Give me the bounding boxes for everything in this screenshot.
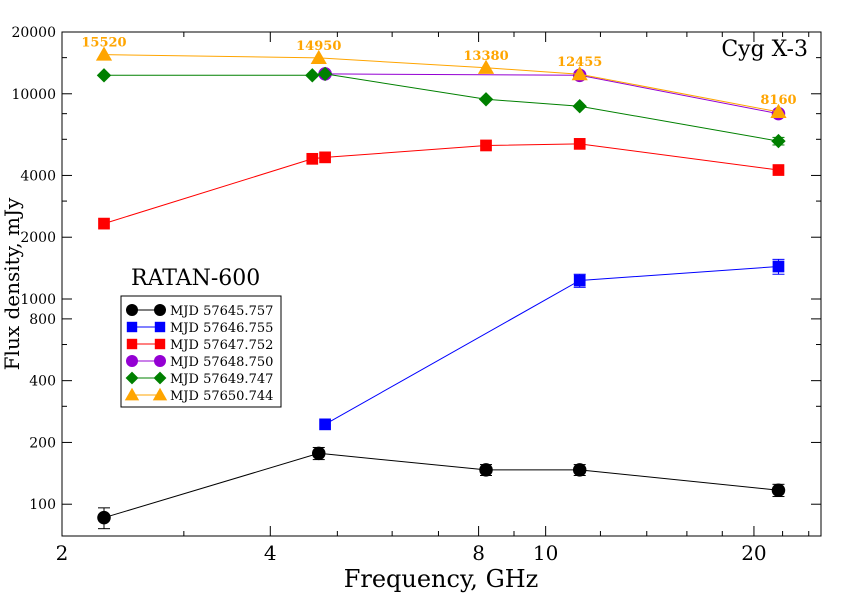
legend-marker bbox=[124, 387, 140, 401]
data-point bbox=[771, 133, 786, 149]
x-tick-label: 2 bbox=[56, 541, 69, 565]
plot-frame bbox=[61, 31, 822, 537]
legend-marker bbox=[154, 304, 166, 316]
y-tick-label: 20000 bbox=[11, 25, 56, 41]
data-point bbox=[770, 103, 787, 118]
legend-marker bbox=[126, 355, 138, 367]
data-point bbox=[95, 46, 113, 61]
series-MJD-57646-755 bbox=[319, 258, 785, 431]
y-tick-label: 10000 bbox=[11, 87, 56, 103]
annotation-layer: 15520 14950 13380 12455 8160 bbox=[81, 36, 796, 108]
telescope-label: RATAN-600 bbox=[131, 266, 260, 291]
value-annotation: 12455 bbox=[557, 55, 602, 70]
data-point bbox=[306, 152, 319, 165]
legend-entry: MJD 57648.750 bbox=[126, 355, 273, 370]
series-MJD-57647-752 bbox=[98, 138, 785, 230]
legend-marker bbox=[153, 371, 167, 385]
axes-ticks: 2 4 8 10 20 100 200 400 800 1000 2000 4000 10000 2000… bbox=[11, 25, 821, 565]
y-tick-label: 400 bbox=[29, 374, 56, 390]
legend-entry: MJD 57646.755 bbox=[126, 321, 273, 336]
y-tick-label: 1000 bbox=[20, 292, 56, 308]
x-tick-label: 10 bbox=[533, 541, 558, 565]
series-line bbox=[103, 143, 779, 225]
legend-marker bbox=[125, 371, 139, 385]
data-point bbox=[319, 418, 331, 431]
y-tick-label: 800 bbox=[29, 312, 56, 328]
legend-entry: MJD 57650.744 bbox=[124, 387, 273, 404]
x-tick-label: 4 bbox=[264, 541, 277, 565]
y-tick-label: 2000 bbox=[20, 230, 56, 246]
legend: MJD 57645.757 MJD 57646.755 MJD 57647.752 M… bbox=[120, 295, 282, 408]
value-annotation: 13380 bbox=[463, 49, 508, 64]
data-point bbox=[772, 260, 785, 273]
x-tick-label: 8 bbox=[472, 541, 485, 565]
legend-label: MJD 57650.744 bbox=[170, 389, 273, 404]
data-point bbox=[305, 68, 320, 83]
data-point bbox=[572, 463, 587, 477]
y-tick-label: 4000 bbox=[20, 168, 56, 184]
legend-label: MJD 57649.747 bbox=[170, 372, 273, 387]
data-point bbox=[478, 92, 494, 107]
legend-marker bbox=[126, 304, 138, 316]
data-point bbox=[98, 217, 110, 230]
y-axis-title: Flux density, mJy bbox=[0, 197, 24, 370]
x-tick-label: 20 bbox=[741, 541, 766, 565]
legend-entry: MJD 57645.757 bbox=[126, 304, 273, 319]
y-tick-label: 200 bbox=[29, 435, 56, 451]
value-annotation: 14950 bbox=[296, 39, 341, 54]
legend-label: MJD 57646.755 bbox=[170, 321, 273, 336]
data-point bbox=[312, 446, 326, 461]
legend-box bbox=[120, 295, 282, 408]
legend-marker bbox=[126, 321, 138, 333]
data-point bbox=[310, 49, 327, 65]
series-line bbox=[104, 73, 779, 142]
series-MJD-57649-747 bbox=[96, 66, 786, 149]
data-point bbox=[572, 98, 587, 114]
data-point bbox=[317, 66, 333, 82]
data-point bbox=[573, 138, 586, 150]
source-label: Cyg X-3 bbox=[721, 37, 808, 62]
legend-marker bbox=[154, 321, 166, 333]
series-MJD-57645-757 bbox=[97, 446, 786, 530]
data-point bbox=[97, 510, 111, 525]
value-annotation: 8160 bbox=[760, 93, 796, 108]
data-point bbox=[319, 151, 331, 164]
legend-marker bbox=[126, 338, 138, 350]
data-point bbox=[772, 164, 785, 176]
data-point bbox=[571, 66, 588, 81]
data-point bbox=[479, 463, 493, 477]
value-annotation: 15520 bbox=[81, 36, 126, 51]
series-MJD-57650-744 bbox=[95, 46, 787, 118]
data-point bbox=[771, 483, 786, 497]
series-layer bbox=[95, 46, 787, 530]
legend-marker bbox=[154, 338, 166, 350]
legend-label: MJD 57645.757 bbox=[170, 304, 273, 319]
legend-label: MJD 57647.752 bbox=[170, 338, 273, 353]
legend-label: MJD 57648.750 bbox=[170, 355, 273, 370]
data-point bbox=[96, 68, 112, 83]
data-point bbox=[573, 274, 586, 287]
legend-entry: MJD 57647.752 bbox=[126, 338, 273, 353]
data-point bbox=[480, 139, 492, 152]
legend-entry: MJD 57649.747 bbox=[125, 371, 273, 387]
legend-marker bbox=[154, 355, 166, 367]
data-point bbox=[477, 59, 495, 74]
x-axis-title: Frequency, GHz bbox=[344, 565, 539, 593]
legend-marker bbox=[152, 387, 168, 401]
y-tick-label: 100 bbox=[29, 497, 56, 513]
